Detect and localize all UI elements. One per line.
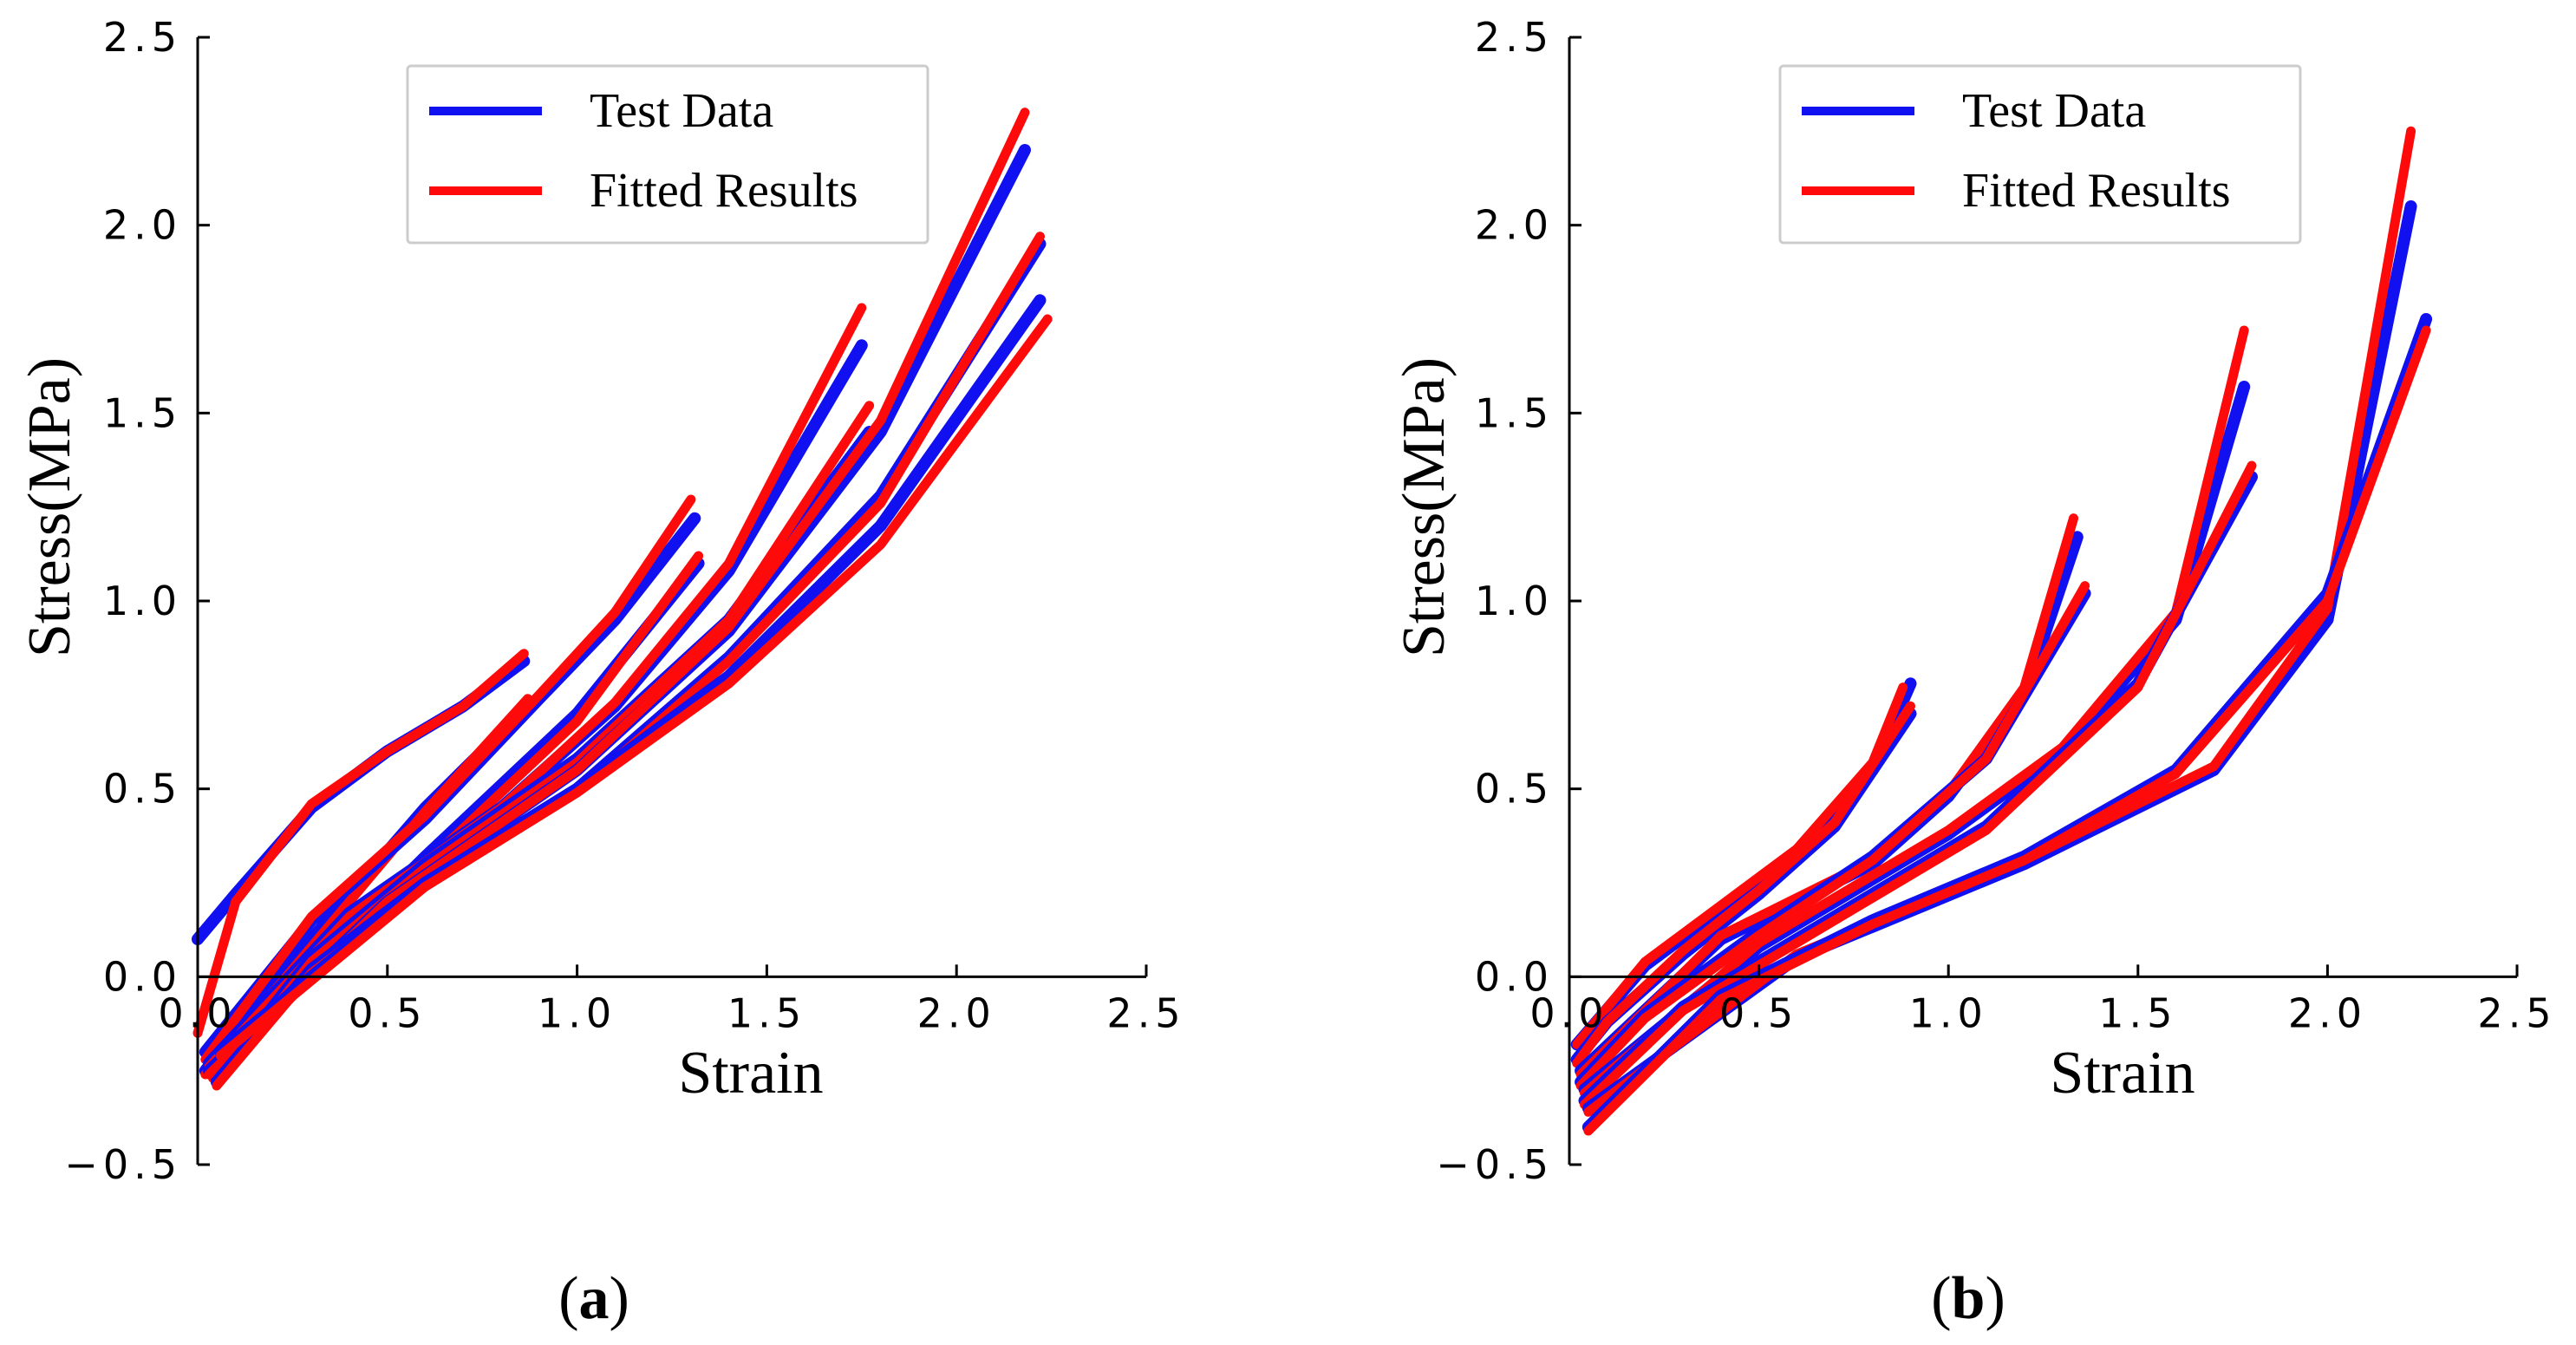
x-tick-label: 2.0 xyxy=(2288,989,2367,1036)
x-tick-label: 1.0 xyxy=(538,989,616,1036)
y-tick-label: 1.0 xyxy=(103,578,182,624)
series-line-fitted-results-11 xyxy=(1580,460,2257,1110)
y-axis-label: Stress(MPa) xyxy=(16,357,83,657)
x-tick-label: 0.0 xyxy=(1529,989,1608,1036)
y-tick-label: 1.5 xyxy=(103,389,182,436)
x-tick-label: 2.5 xyxy=(2477,989,2556,1036)
x-tick-label: 1.5 xyxy=(2098,989,2177,1036)
y-axis-label: Stress(MPa) xyxy=(1391,357,1458,657)
series-line-fitted-results-17 xyxy=(215,314,1053,1061)
series-line-fitted-results-7 xyxy=(1575,581,2090,1091)
caption-a-label: a xyxy=(579,1265,610,1332)
caption-b: (b) xyxy=(1931,1265,2005,1332)
y-tick-label: 1.5 xyxy=(1475,389,1554,436)
caption-a: (a) xyxy=(558,1265,629,1332)
series-line-fitted-results-9 xyxy=(1580,325,2249,1099)
series-line-test-data-0 xyxy=(192,655,531,945)
x-axis-label: Strain xyxy=(678,1040,823,1107)
legend-a: Test Data Fitted Results xyxy=(406,64,929,245)
y-tick-label: 0.5 xyxy=(1475,766,1554,813)
x-tick-label: 0.5 xyxy=(1719,989,1798,1036)
y-tick-label: 1.0 xyxy=(1475,578,1554,624)
legend-label-test-data: Test Data xyxy=(1962,84,2146,138)
plot-area-a xyxy=(192,108,1053,1091)
x-tick-label: 0.5 xyxy=(348,989,427,1036)
chart-panel-a: 0.0 0.5 1.0 1.5 2.0 2.5 −0.5 0.0 0.5 1.0 1.5 2.0 2.5… xyxy=(16,14,1185,1332)
legend-b: Test Data Fitted Results xyxy=(1778,64,2302,245)
x-tick-label: 0.0 xyxy=(158,989,237,1036)
series-line-fitted-results-15 xyxy=(1583,325,2431,1136)
y-tick-label: 2.0 xyxy=(1475,202,1554,249)
ticks-a: 0.0 0.5 1.0 1.5 2.0 2.5 −0.5 0.0 0.5 1.0 1.5 2.0 2.5 xyxy=(64,14,1185,1188)
y-tick-label: 2.5 xyxy=(103,14,182,61)
series-line-fitted-results-5 xyxy=(200,494,696,1065)
legend-label-fitted-results: Fitted Results xyxy=(590,164,858,218)
y-tick-label: −0.5 xyxy=(1436,1141,1554,1188)
y-tick-label: −0.5 xyxy=(64,1141,182,1188)
y-tick-label: 0.5 xyxy=(103,766,182,813)
series-line-fitted-results-3 xyxy=(1572,701,1915,1068)
legend-label-test-data: Test Data xyxy=(590,84,773,138)
y-tick-label: 2.5 xyxy=(1475,14,1554,61)
plot-area-b xyxy=(1570,126,2433,1136)
x-tick-label: 1.5 xyxy=(727,989,806,1036)
caption-b-label: b xyxy=(1952,1265,1986,1332)
x-tick-label: 1.0 xyxy=(1909,989,1988,1036)
y-tick-label: 2.0 xyxy=(103,202,182,249)
y-tick-label: 0.0 xyxy=(103,953,182,1000)
series-line-fitted-results-1 xyxy=(192,649,529,1038)
chart-panel-b: 0.0 0.5 1.0 1.5 2.0 2.5 −0.5 0.0 0.5 1.0 1.5 2.0 2.5… xyxy=(1391,14,2556,1332)
x-tick-label: 2.5 xyxy=(1106,989,1185,1036)
x-tick-label: 2.0 xyxy=(917,989,996,1036)
y-tick-label: 0.0 xyxy=(1475,953,1554,1000)
ticks-b: 0.0 0.5 1.0 1.5 2.0 2.5 −0.5 0.0 0.5 1.0 1.5 2.0 2.5 xyxy=(1436,14,2556,1188)
legend-label-fitted-results: Fitted Results xyxy=(1962,164,2231,218)
x-axis-label: Strain xyxy=(2050,1040,2194,1107)
